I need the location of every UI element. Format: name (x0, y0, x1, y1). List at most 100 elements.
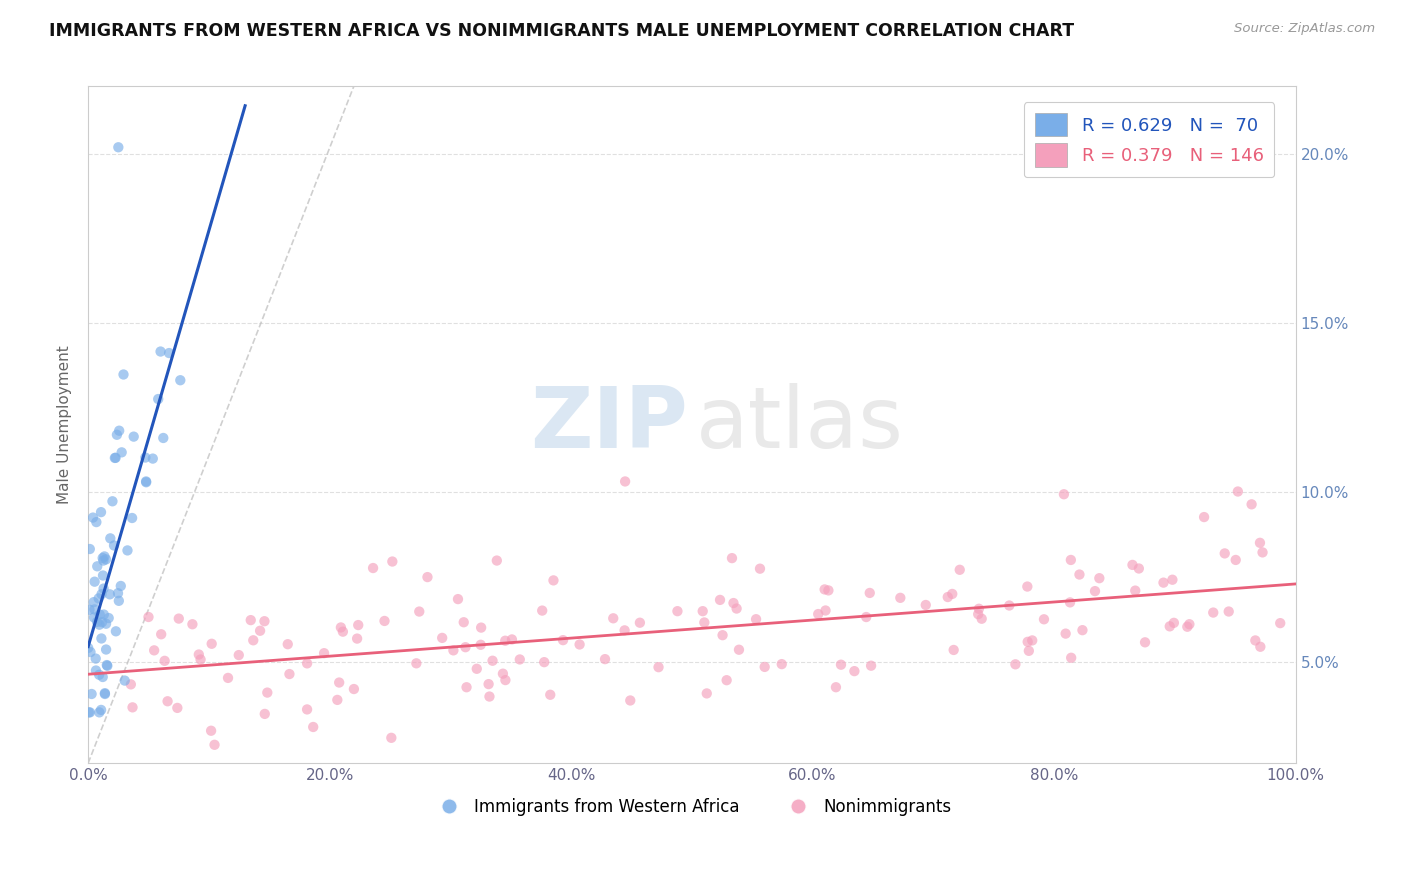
Point (1033, 612, 1056, 626)
Point (103, 539, 125, 553)
Point (277, 637, 299, 651)
Point (253, 706, 276, 721)
Point (817, 583, 839, 598)
Point (941, 587, 963, 601)
Point (295, 657, 318, 671)
Point (485, 553, 508, 567)
Point (825, 680, 848, 694)
Point (94, 642, 117, 657)
Point (98, 532, 121, 546)
Point (538, 688, 561, 702)
Point (90, 632, 112, 646)
Point (492, 666, 515, 681)
Point (89, 706, 111, 720)
Point (1213, 546, 1236, 560)
Point (1071, 623, 1094, 637)
Point (112, 368, 135, 382)
Point (77, 706, 100, 720)
Point (93, 553, 115, 567)
Point (217, 671, 239, 685)
Point (949, 563, 972, 577)
Point (1054, 626, 1077, 640)
Point (201, 637, 224, 651)
Point (91, 568, 114, 582)
Point (181, 617, 204, 632)
Point (93, 607, 115, 622)
Point (1121, 558, 1143, 572)
Point (725, 601, 748, 615)
Point (543, 574, 565, 588)
Point (110, 579, 132, 593)
Point (1202, 606, 1225, 620)
Point (295, 702, 318, 716)
Point (1249, 536, 1271, 550)
Point (108, 594, 131, 608)
Point (1017, 635, 1039, 649)
Point (770, 657, 793, 672)
Point (79, 541, 101, 556)
Point (1153, 575, 1175, 590)
Point (101, 494, 124, 508)
Point (408, 605, 430, 619)
Point (478, 690, 501, 704)
Point (148, 392, 170, 406)
Text: Source: ZipAtlas.com: Source: ZipAtlas.com (1234, 22, 1375, 36)
Point (329, 620, 352, 634)
Point (470, 638, 492, 652)
Point (613, 624, 636, 638)
Point (453, 615, 475, 630)
Point (326, 693, 349, 707)
Point (249, 624, 271, 638)
Point (533, 655, 555, 669)
Point (1128, 561, 1150, 575)
Point (104, 450, 127, 465)
Point (998, 599, 1021, 613)
Point (135, 475, 157, 489)
Legend: Immigrants from Western Africa, Nonimmigrants: Immigrants from Western Africa, Nonimmig… (426, 791, 957, 822)
Point (122, 429, 145, 443)
Point (83, 610, 105, 624)
Point (447, 592, 470, 607)
Point (602, 611, 624, 625)
Point (465, 662, 488, 676)
Point (728, 642, 751, 657)
Point (478, 677, 501, 691)
Point (807, 607, 830, 621)
Point (889, 591, 911, 605)
Point (138, 610, 160, 624)
Point (1059, 595, 1081, 609)
Point (1240, 497, 1263, 511)
Point (87, 591, 110, 606)
Point (716, 673, 738, 688)
Point (96, 658, 118, 673)
Point (501, 632, 523, 647)
Point (83, 602, 105, 616)
Point (83, 595, 105, 609)
Point (481, 654, 503, 668)
Point (1021, 633, 1043, 648)
Point (91, 615, 114, 630)
Point (1226, 484, 1249, 499)
Point (416, 570, 439, 584)
Point (380, 731, 402, 745)
Point (134, 450, 156, 465)
Point (143, 643, 166, 657)
Point (278, 667, 301, 681)
Point (343, 681, 366, 696)
Point (104, 624, 127, 639)
Point (381, 555, 404, 569)
Point (200, 723, 222, 738)
Point (187, 648, 209, 662)
Point (723, 596, 745, 610)
Point (93, 549, 115, 564)
Point (86, 515, 108, 529)
Point (96, 658, 118, 673)
Point (1133, 635, 1156, 649)
Point (83, 574, 105, 589)
Point (696, 686, 718, 700)
Point (1249, 640, 1271, 654)
Point (89, 607, 111, 622)
Point (302, 720, 325, 734)
Point (253, 614, 276, 628)
Point (709, 593, 731, 607)
